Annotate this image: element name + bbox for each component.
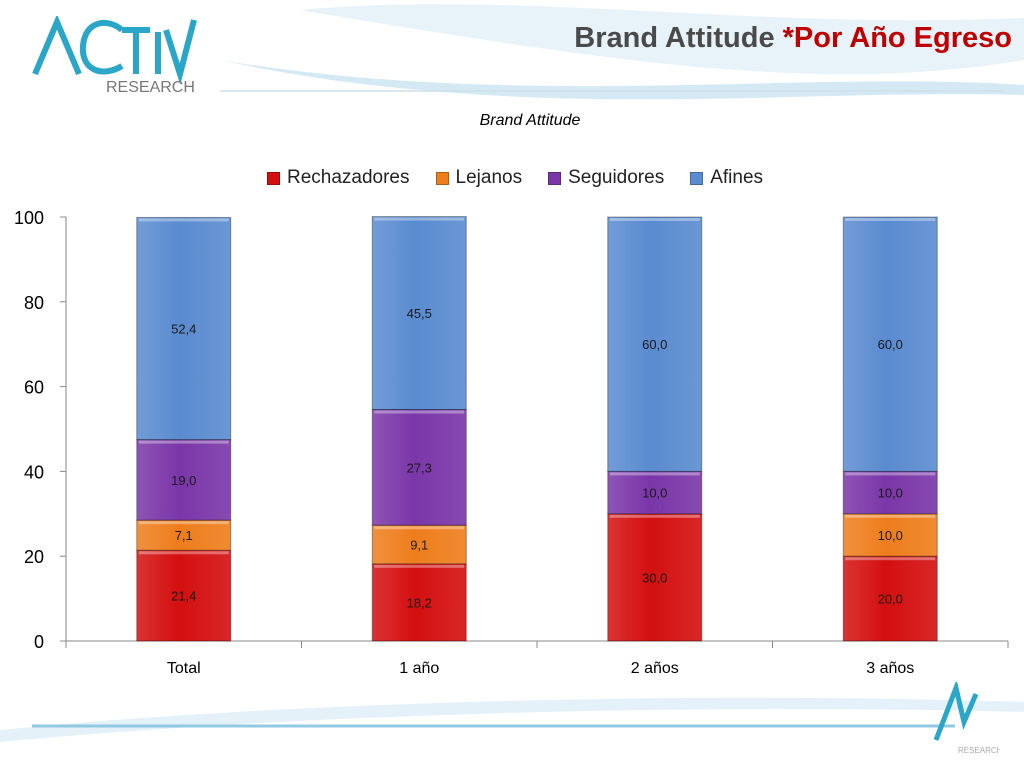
legend-swatch-lejanos — [435, 171, 449, 185]
legend-swatch-seguidores — [548, 171, 562, 185]
bar-segment-rechazadores-3 — [842, 555, 938, 642]
bar-segment-seguidores-1 — [371, 408, 467, 526]
y-tick-label: 40 — [24, 462, 44, 482]
bar-segment-afines-1 — [371, 216, 467, 410]
bar-segment-rechazadores-0 — [136, 549, 232, 642]
bar-segment-highlight — [845, 557, 936, 561]
bar-segment-highlight — [138, 521, 229, 525]
data-label-rechazadores-3: 20,0 — [878, 592, 903, 607]
bar-segment-highlight — [609, 514, 700, 518]
data-label-rechazadores-1: 18,2 — [407, 595, 432, 610]
legend-item-rechazadores: Rechazadores — [266, 167, 410, 189]
bar-segment-highlight — [138, 440, 229, 444]
data-label-lejanos-1: 9,1 — [410, 538, 428, 553]
data-label-afines-1: 45,5 — [407, 306, 432, 321]
data-label-lejanos-3: 10,0 — [878, 528, 903, 543]
legend-item-afines: Afines — [690, 167, 763, 189]
data-label-lejanos-0: 7,1 — [175, 528, 193, 543]
data-label-seguidores-2: 10,0 — [642, 486, 667, 501]
bar-segment-highlight — [374, 410, 465, 414]
bar-segment-rechazadores-1 — [371, 563, 467, 642]
bar-segment-highlight — [609, 472, 700, 476]
bar-segment-highlight — [609, 218, 700, 221]
legend-swatch-rechazadores — [266, 171, 280, 185]
legend-item-lejanos: Lejanos — [435, 167, 523, 189]
activa-logo: RESEARCH — [32, 16, 197, 96]
legend-label-afines: Afines — [710, 167, 764, 188]
bar-segment-highlight — [374, 564, 465, 568]
bar-segment-highlight — [374, 526, 465, 530]
bar-segment-highlight — [138, 551, 229, 555]
slide-title-accent: *Por Año Egreso — [782, 22, 1012, 54]
legend-label-seguidores: Seguidores — [568, 167, 665, 188]
data-label-seguidores-0: 19,0 — [171, 473, 196, 488]
bar-segment-highlight — [138, 218, 229, 222]
slide-title-main: Brand Attitude — [574, 22, 775, 54]
category-label-0: Total — [167, 660, 201, 677]
legend-swatch-afines — [690, 171, 704, 185]
bar-segment-highlight — [374, 217, 465, 221]
data-label-rechazadores-2: 30,0 — [642, 570, 667, 585]
data-label-rechazadores-0: 21,4 — [171, 589, 196, 604]
bar-segment-lejanos-0 — [136, 519, 232, 551]
logo-subtext: RESEARCH — [106, 79, 195, 96]
bar-segment-rechazadores-2 — [607, 513, 703, 642]
bar-segment-highlight — [845, 472, 936, 476]
data-label-afines-3: 60,0 — [878, 337, 903, 352]
data-label-afines-2: 60,0 — [642, 337, 667, 352]
logo-small-subtext: RESEARCH — [958, 746, 1000, 755]
y-tick-label: 60 — [24, 378, 44, 398]
data-label-seguidores-1: 27,3 — [407, 460, 432, 475]
y-tick-label: 20 — [24, 547, 44, 567]
data-label-seguidores-3: 10,0 — [878, 486, 903, 501]
y-tick-label: 80 — [24, 293, 44, 313]
bar-segment-seguidores-3 — [842, 470, 938, 515]
bar-segment-lejanos-3 — [842, 513, 938, 557]
category-label-1: 1 año — [399, 660, 439, 677]
legend-label-lejanos: Lejanos — [455, 167, 523, 188]
bar-segment-afines-0 — [136, 216, 232, 441]
bar-segment-afines-3 — [842, 216, 938, 472]
activa-logo-small: RESEARCH — [933, 682, 1000, 755]
legend-item-seguidores: Seguidores — [548, 167, 664, 189]
bar-segment-highlight — [845, 514, 936, 518]
y-tick-label: 0 — [34, 632, 44, 652]
data-label-afines-0: 52,4 — [171, 322, 196, 337]
legend-label-rechazadores: Rechazadores — [286, 167, 410, 188]
bar-segment-lejanos-1 — [371, 524, 467, 565]
bar-segment-seguidores-2 — [607, 470, 703, 515]
chart-legend: Rechazadores Lejanos Seguidores Afines — [0, 167, 1024, 189]
slide-title: Brand Attitude *Por Año Egreso — [574, 22, 1012, 55]
bar-segment-seguidores-0 — [136, 439, 232, 521]
bar-segment-afines-2 — [607, 216, 703, 472]
chart-title: Brand Attitude — [479, 112, 581, 129]
bar-segment-highlight — [845, 218, 936, 221]
category-label-2: 2 años — [631, 660, 679, 677]
y-tick-label: 100 — [14, 208, 44, 228]
category-label-3: 3 años — [866, 660, 914, 677]
